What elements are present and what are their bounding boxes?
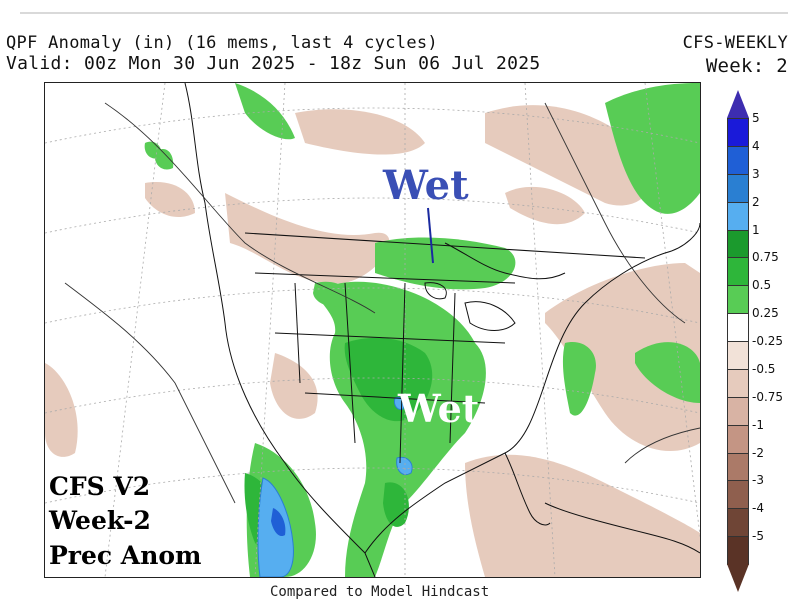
colorbar-swatch bbox=[727, 508, 749, 538]
colorbar-tick-label: 0.5 bbox=[752, 278, 772, 293]
wet-annotation-south: Wet bbox=[398, 386, 480, 431]
colorbar-swatch bbox=[727, 536, 749, 565]
forecast-week: Week: 2 bbox=[705, 55, 788, 77]
colorbar-tick-label: -4 bbox=[752, 501, 764, 516]
annotation-pointer bbox=[427, 207, 434, 264]
colorbar-tick-label: 0.75 bbox=[752, 250, 779, 265]
anomaly-contours bbox=[64, 102, 700, 504]
colorbar bbox=[727, 118, 749, 565]
colorbar-swatch bbox=[727, 201, 749, 231]
colorbar-swatch bbox=[727, 313, 749, 342]
colorbar-swatch bbox=[727, 229, 749, 259]
model-name: CFS-WEEKLY bbox=[682, 33, 788, 53]
valid-period: Valid: 00z Mon 30 Jun 2025 - 18z Sun 06 … bbox=[6, 53, 541, 74]
colorbar-tick-label: -0.25 bbox=[752, 334, 784, 348]
wet-annotation-north: Wet bbox=[383, 162, 469, 209]
colorbar-swatch bbox=[727, 341, 749, 370]
colorbar-tick-label: 4 bbox=[752, 138, 760, 153]
colorbar-tick-label: 5 bbox=[752, 111, 760, 125]
corner-label-model: CFS V2 bbox=[49, 472, 151, 501]
colorbar-swatch bbox=[727, 396, 749, 426]
colorbar-swatch bbox=[727, 424, 749, 454]
colorbar-top-arrow bbox=[727, 90, 749, 118]
colorbar-swatch bbox=[727, 452, 749, 482]
colorbar-max-arrow bbox=[727, 90, 749, 118]
colorbar-tick-label: 1 bbox=[752, 222, 760, 237]
colorbar-swatch bbox=[727, 285, 749, 315]
colorbar-swatch bbox=[727, 257, 749, 287]
colorbar-tick-label: -2 bbox=[752, 445, 764, 460]
colorbar-bottom-arrow bbox=[727, 564, 749, 592]
colorbar-tick-label: -3 bbox=[752, 473, 764, 488]
colorbar-tick-label: -5 bbox=[752, 529, 764, 544]
colorbar-min-arrow bbox=[727, 564, 749, 592]
corner-label-week: Week-2 bbox=[49, 506, 151, 535]
colorbar-tick-label: 0.25 bbox=[752, 306, 779, 321]
colorbar-tick-label: -1 bbox=[752, 417, 764, 432]
colorbar-swatch bbox=[727, 173, 749, 203]
precip-anomaly-map bbox=[44, 82, 701, 578]
footer-note: Compared to Model Hindcast bbox=[270, 584, 490, 600]
top-rule bbox=[0, 0, 796, 14]
map-canvas bbox=[45, 83, 700, 577]
colorbar-swatch bbox=[727, 368, 749, 398]
corner-label-product: Prec Anom bbox=[49, 541, 202, 570]
map-title: QPF Anomaly (in) (16 mems, last 4 cycles… bbox=[6, 33, 438, 53]
heaviest-wet-core bbox=[271, 508, 286, 537]
colorbar-tick-label: 3 bbox=[752, 166, 760, 181]
colorbar-tick-label: -0.75 bbox=[752, 389, 784, 404]
dry-anomaly-areas bbox=[45, 105, 700, 577]
colorbar-swatch bbox=[727, 118, 749, 147]
colorbar-swatch bbox=[727, 480, 749, 510]
colorbar-tick-label: -0.5 bbox=[752, 361, 776, 376]
lat-lon-grid bbox=[45, 83, 700, 577]
colorbar-tick-label: 2 bbox=[752, 194, 760, 209]
colorbar-swatch bbox=[727, 145, 749, 175]
